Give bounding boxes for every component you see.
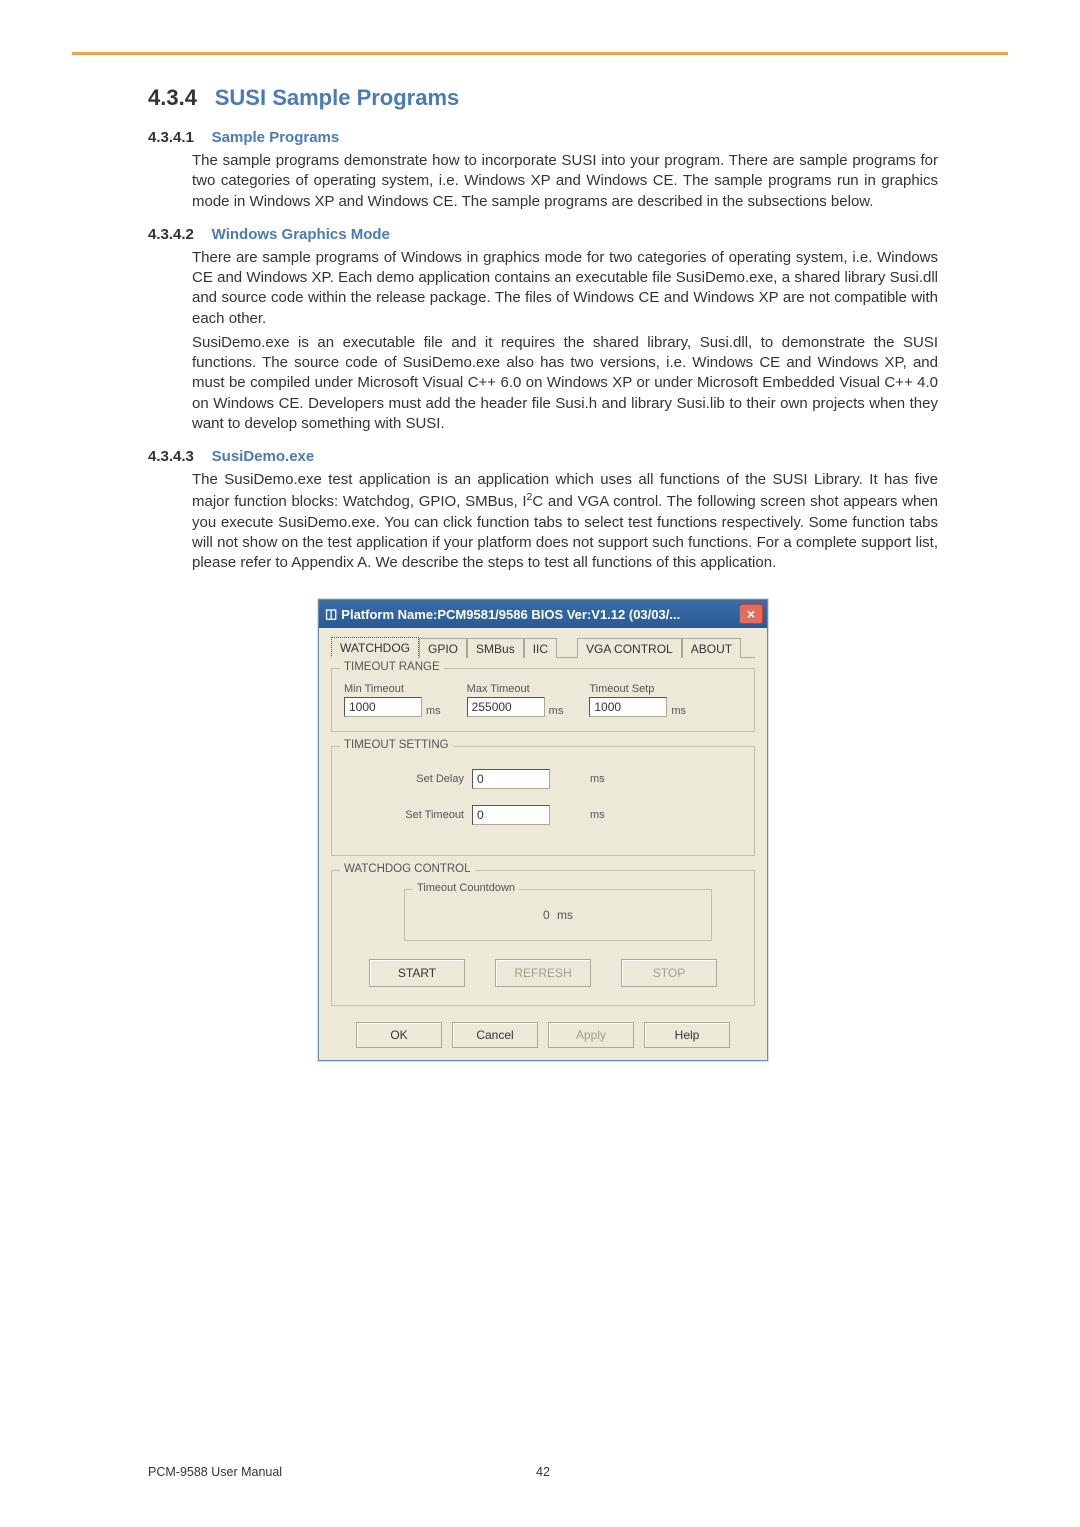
group-legend: WATCHDOG CONTROL xyxy=(340,863,475,875)
max-timeout-input[interactable] xyxy=(467,697,545,717)
section-title: SUSI Sample Programs xyxy=(215,85,460,110)
paragraph: The SusiDemo.exe test application is an … xyxy=(192,470,938,573)
subsection-3-heading: 4.3.4.3 SusiDemo.exe xyxy=(148,448,938,466)
countdown-unit: ms xyxy=(557,908,573,922)
paragraph: The sample programs demonstrate how to i… xyxy=(192,151,938,212)
min-timeout-label: Min Timeout xyxy=(344,683,441,695)
unit-label: ms xyxy=(549,705,564,717)
dialog-button-row: OK Cancel Apply Help xyxy=(331,1022,755,1048)
page-footer: PCM-9588 User Manual 42 xyxy=(148,1465,938,1479)
group-timeout-range: TIMEOUT RANGE Min Timeout ms Max Timeout xyxy=(331,668,755,732)
timeout-step-input[interactable] xyxy=(589,697,667,717)
subsection-1-heading: 4.3.4.1 Sample Programs xyxy=(148,129,938,147)
tab-gpio[interactable]: GPIO xyxy=(419,638,467,658)
screenshot-dialog: ◫ Platform Name:PCM9581/9586 BIOS Ver:V1… xyxy=(318,599,768,1061)
min-timeout-input[interactable] xyxy=(344,697,422,717)
timeout-step-label: Timeout Setp xyxy=(589,683,686,695)
page-content: 4.3.4 SUSI Sample Programs 4.3.4.1 Sampl… xyxy=(148,85,938,1061)
group-timeout-countdown: Timeout Countdown 0 ms xyxy=(404,889,712,941)
unit-label: ms xyxy=(671,705,686,717)
tab-about[interactable]: ABOUT xyxy=(682,638,741,658)
close-button[interactable]: × xyxy=(739,604,763,624)
tab-vga-control[interactable]: VGA CONTROL xyxy=(577,638,682,658)
set-timeout-label: Set Timeout xyxy=(344,809,464,821)
footer-left: PCM-9588 User Manual xyxy=(148,1465,536,1479)
stop-button[interactable]: STOP xyxy=(621,959,717,987)
page-rule xyxy=(72,52,1008,55)
help-button[interactable]: Help xyxy=(644,1022,730,1048)
unit-label: ms xyxy=(590,809,605,821)
refresh-button[interactable]: REFRESH xyxy=(495,959,591,987)
start-button[interactable]: START xyxy=(369,959,465,987)
paragraph: There are sample programs of Windows in … xyxy=(192,248,938,329)
inner-legend: Timeout Countdown xyxy=(413,882,519,894)
paragraph: SusiDemo.exe is an executable file and i… xyxy=(192,333,938,434)
window-body: WATCHDOG GPIO SMBus IIC VGA CONTROL ABOU… xyxy=(319,628,767,1060)
group-timeout-setting: TIMEOUT SETTING Set Delay ms Set Timeout… xyxy=(331,746,755,856)
tab-smbus[interactable]: SMBus xyxy=(467,638,524,658)
window: ◫ Platform Name:PCM9581/9586 BIOS Ver:V1… xyxy=(318,599,768,1061)
subsection-number: 4.3.4.3 xyxy=(148,448,194,465)
subsection-title: Sample Programs xyxy=(212,129,340,146)
titlebar[interactable]: ◫ Platform Name:PCM9581/9586 BIOS Ver:V1… xyxy=(319,600,767,628)
subsection-2-heading: 4.3.4.2 Windows Graphics Mode xyxy=(148,226,938,244)
group-legend: TIMEOUT SETTING xyxy=(340,739,453,751)
max-timeout-label: Max Timeout xyxy=(467,683,564,695)
apply-button[interactable]: Apply xyxy=(548,1022,634,1048)
tab-watchdog[interactable]: WATCHDOG xyxy=(331,637,419,658)
subsection-title: Windows Graphics Mode xyxy=(212,226,390,243)
tabstrip: WATCHDOG GPIO SMBus IIC VGA CONTROL ABOU… xyxy=(331,636,755,658)
footer-page-number: 42 xyxy=(536,1465,550,1479)
set-timeout-input[interactable] xyxy=(472,805,550,825)
window-title: Platform Name:PCM9581/9586 BIOS Ver:V1.1… xyxy=(341,607,739,622)
app-icon: ◫ xyxy=(325,606,337,622)
set-delay-label: Set Delay xyxy=(344,773,464,785)
subsection-title: SusiDemo.exe xyxy=(212,448,315,465)
countdown-value: 0 xyxy=(543,908,550,922)
section-number: 4.3.4 xyxy=(148,85,197,110)
cancel-button[interactable]: Cancel xyxy=(452,1022,538,1048)
subsection-number: 4.3.4.1 xyxy=(148,129,194,146)
group-watchdog-control: WATCHDOG CONTROL Timeout Countdown 0 ms … xyxy=(331,870,755,1006)
set-delay-input[interactable] xyxy=(472,769,550,789)
unit-label: ms xyxy=(590,773,605,785)
subsection-number: 4.3.4.2 xyxy=(148,226,194,243)
section-heading: 4.3.4 SUSI Sample Programs xyxy=(148,85,938,111)
group-legend: TIMEOUT RANGE xyxy=(340,661,444,673)
unit-label: ms xyxy=(426,705,441,717)
tab-iic[interactable]: IIC xyxy=(524,638,557,658)
ok-button[interactable]: OK xyxy=(356,1022,442,1048)
